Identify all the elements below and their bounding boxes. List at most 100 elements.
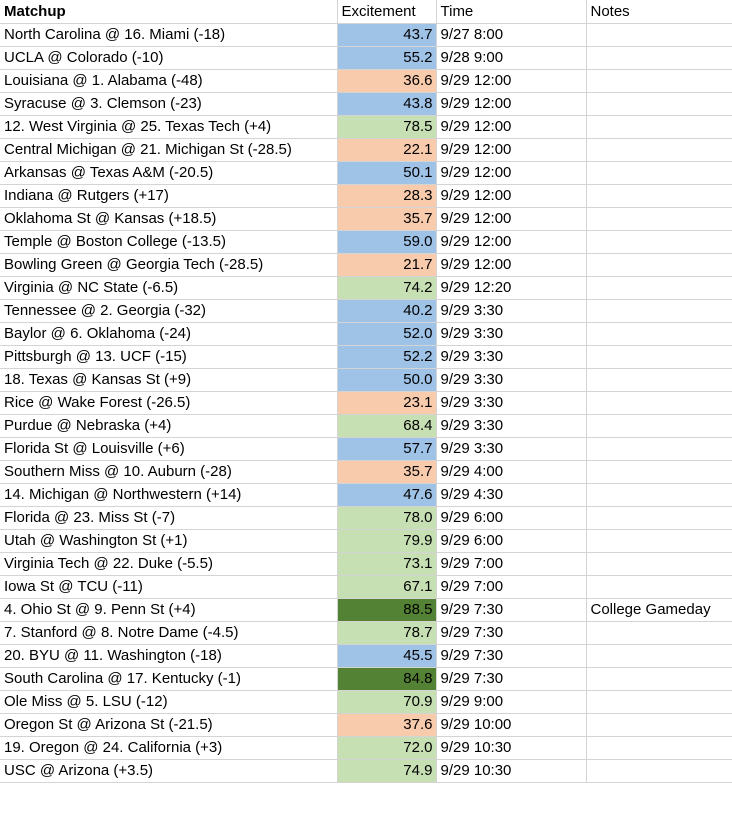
matchup-cell[interactable]: Utah @ Washington St (+1): [0, 529, 338, 553]
time-cell[interactable]: 9/29 7:30: [436, 598, 587, 622]
time-cell[interactable]: 9/28 9:00: [436, 46, 587, 70]
excitement-cell[interactable]: 50.0: [337, 368, 437, 392]
matchup-cell[interactable]: Virginia Tech @ 22. Duke (-5.5): [0, 552, 338, 576]
notes-cell[interactable]: [586, 207, 732, 231]
notes-cell[interactable]: [586, 644, 732, 668]
matchup-cell[interactable]: Louisiana @ 1. Alabama (-48): [0, 69, 338, 93]
matchup-cell[interactable]: Baylor @ 6. Oklahoma (-24): [0, 322, 338, 346]
matchup-cell[interactable]: Pittsburgh @ 13. UCF (-15): [0, 345, 338, 369]
excitement-cell[interactable]: 59.0: [337, 230, 437, 254]
time-cell[interactable]: 9/29 6:00: [436, 529, 587, 553]
time-cell[interactable]: 9/29 3:30: [436, 345, 587, 369]
matchup-cell[interactable]: USC @ Arizona (+3.5): [0, 759, 338, 783]
time-cell[interactable]: 9/29 3:30: [436, 437, 587, 461]
matchup-cell[interactable]: 4. Ohio St @ 9. Penn St (+4): [0, 598, 338, 622]
matchup-cell[interactable]: 18. Texas @ Kansas St (+9): [0, 368, 338, 392]
excitement-cell[interactable]: 45.5: [337, 644, 437, 668]
time-cell[interactable]: 9/29 4:30: [436, 483, 587, 507]
excitement-cell[interactable]: 57.7: [337, 437, 437, 461]
matchup-cell[interactable]: Rice @ Wake Forest (-26.5): [0, 391, 338, 415]
time-cell[interactable]: 9/29 12:00: [436, 230, 587, 254]
time-cell[interactable]: 9/29 3:30: [436, 368, 587, 392]
matchup-cell[interactable]: Florida @ 23. Miss St (-7): [0, 506, 338, 530]
time-cell[interactable]: 9/29 3:30: [436, 414, 587, 438]
time-cell[interactable]: 9/29 12:00: [436, 253, 587, 277]
excitement-cell[interactable]: 35.7: [337, 460, 437, 484]
notes-cell[interactable]: [586, 138, 732, 162]
matchup-cell[interactable]: Bowling Green @ Georgia Tech (-28.5): [0, 253, 338, 277]
time-cell[interactable]: 9/29 12:00: [436, 69, 587, 93]
time-cell[interactable]: 9/27 8:00: [436, 23, 587, 47]
matchup-cell[interactable]: 14. Michigan @ Northwestern (+14): [0, 483, 338, 507]
excitement-cell[interactable]: 52.0: [337, 322, 437, 346]
matchup-cell[interactable]: Florida St @ Louisville (+6): [0, 437, 338, 461]
time-cell[interactable]: 9/29 3:30: [436, 322, 587, 346]
matchup-cell[interactable]: Arkansas @ Texas A&M (-20.5): [0, 161, 338, 185]
notes-cell[interactable]: [586, 322, 732, 346]
excitement-cell[interactable]: 68.4: [337, 414, 437, 438]
notes-cell[interactable]: College Gameday: [586, 598, 732, 622]
notes-cell[interactable]: [586, 437, 732, 461]
time-cell[interactable]: 9/29 7:30: [436, 644, 587, 668]
notes-cell[interactable]: [586, 690, 732, 714]
matchup-cell[interactable]: Southern Miss @ 10. Auburn (-28): [0, 460, 338, 484]
notes-cell[interactable]: [586, 230, 732, 254]
excitement-cell[interactable]: 73.1: [337, 552, 437, 576]
time-cell[interactable]: 9/29 3:30: [436, 391, 587, 415]
time-cell[interactable]: 9/29 7:30: [436, 621, 587, 645]
excitement-cell[interactable]: 37.6: [337, 713, 437, 737]
time-cell[interactable]: 9/29 10:30: [436, 736, 587, 760]
notes-cell[interactable]: [586, 161, 732, 185]
matchup-cell[interactable]: 7. Stanford @ 8. Notre Dame (-4.5): [0, 621, 338, 645]
matchup-cell[interactable]: Purdue @ Nebraska (+4): [0, 414, 338, 438]
matchup-cell[interactable]: Virginia @ NC State (-6.5): [0, 276, 338, 300]
time-cell[interactable]: 9/29 7:00: [436, 575, 587, 599]
excitement-cell[interactable]: 22.1: [337, 138, 437, 162]
matchup-cell[interactable]: Central Michigan @ 21. Michigan St (-28.…: [0, 138, 338, 162]
time-cell[interactable]: 9/29 12:00: [436, 92, 587, 116]
notes-cell[interactable]: [586, 759, 732, 783]
matchup-cell[interactable]: UCLA @ Colorado (-10): [0, 46, 338, 70]
excitement-cell[interactable]: 78.5: [337, 115, 437, 139]
notes-cell[interactable]: [586, 368, 732, 392]
notes-cell[interactable]: [586, 621, 732, 645]
notes-cell[interactable]: [586, 506, 732, 530]
header-matchup[interactable]: Matchup: [0, 0, 338, 24]
header-time[interactable]: Time: [436, 0, 587, 24]
excitement-cell[interactable]: 74.9: [337, 759, 437, 783]
notes-cell[interactable]: [586, 460, 732, 484]
notes-cell[interactable]: [586, 414, 732, 438]
notes-cell[interactable]: [586, 483, 732, 507]
matchup-cell[interactable]: 19. Oregon @ 24. California (+3): [0, 736, 338, 760]
excitement-cell[interactable]: 23.1: [337, 391, 437, 415]
notes-cell[interactable]: [586, 713, 732, 737]
excitement-cell[interactable]: 52.2: [337, 345, 437, 369]
matchup-cell[interactable]: Syracuse @ 3. Clemson (-23): [0, 92, 338, 116]
excitement-cell[interactable]: 78.0: [337, 506, 437, 530]
excitement-cell[interactable]: 55.2: [337, 46, 437, 70]
matchup-cell[interactable]: Indiana @ Rutgers (+17): [0, 184, 338, 208]
notes-cell[interactable]: [586, 115, 732, 139]
matchup-cell[interactable]: North Carolina @ 16. Miami (-18): [0, 23, 338, 47]
notes-cell[interactable]: [586, 46, 732, 70]
excitement-cell[interactable]: 78.7: [337, 621, 437, 645]
notes-cell[interactable]: [586, 276, 732, 300]
excitement-cell[interactable]: 36.6: [337, 69, 437, 93]
excitement-cell[interactable]: 40.2: [337, 299, 437, 323]
notes-cell[interactable]: [586, 299, 732, 323]
notes-cell[interactable]: [586, 345, 732, 369]
time-cell[interactable]: 9/29 12:00: [436, 184, 587, 208]
matchup-cell[interactable]: Oklahoma St @ Kansas (+18.5): [0, 207, 338, 231]
time-cell[interactable]: 9/29 12:00: [436, 161, 587, 185]
notes-cell[interactable]: [586, 667, 732, 691]
time-cell[interactable]: 9/29 9:00: [436, 690, 587, 714]
excitement-cell[interactable]: 67.1: [337, 575, 437, 599]
excitement-cell[interactable]: 70.9: [337, 690, 437, 714]
excitement-cell[interactable]: 88.5: [337, 598, 437, 622]
time-cell[interactable]: 9/29 3:30: [436, 299, 587, 323]
notes-cell[interactable]: [586, 575, 732, 599]
excitement-cell[interactable]: 72.0: [337, 736, 437, 760]
time-cell[interactable]: 9/29 10:00: [436, 713, 587, 737]
matchup-cell[interactable]: 20. BYU @ 11. Washington (-18): [0, 644, 338, 668]
header-excitement[interactable]: Excitement: [337, 0, 437, 24]
